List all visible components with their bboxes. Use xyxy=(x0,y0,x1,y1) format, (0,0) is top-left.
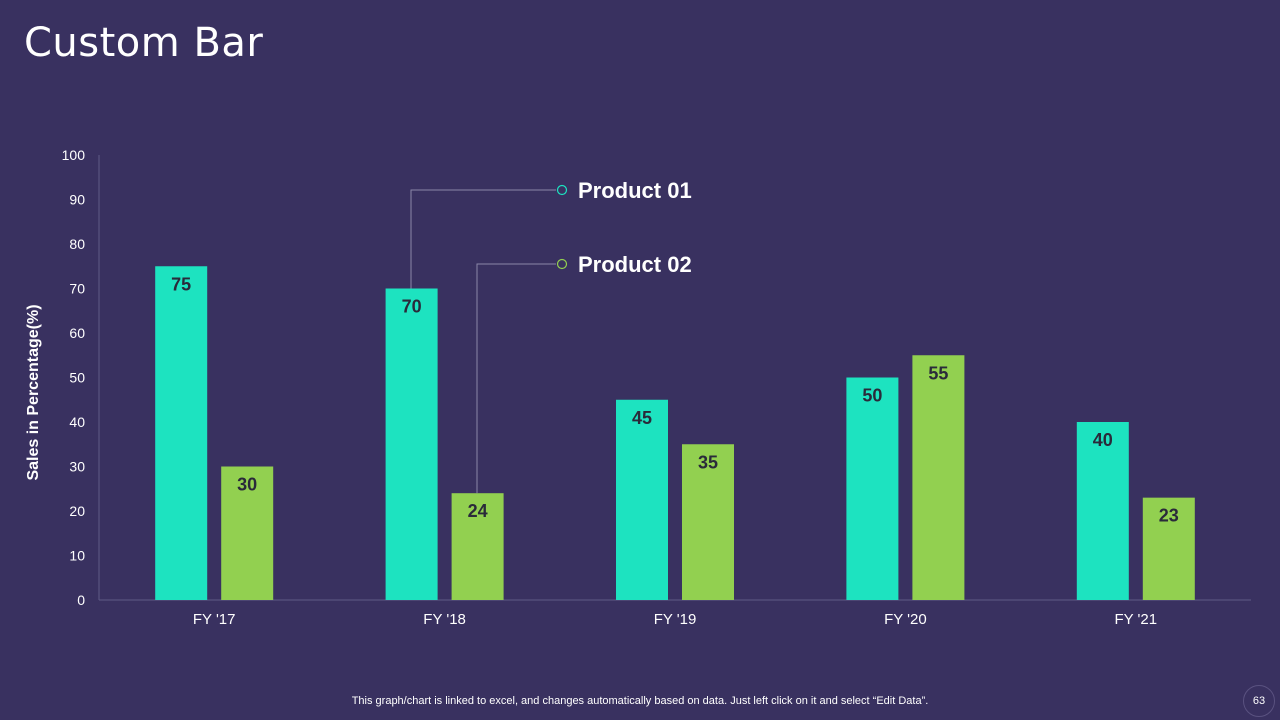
bar-value-label: 55 xyxy=(928,363,948,383)
bar-value-label: 24 xyxy=(468,501,488,521)
bar-product02 xyxy=(221,466,274,600)
footer-note: This graph/chart is linked to excel, and… xyxy=(351,695,929,707)
legend-leader-line xyxy=(410,189,556,289)
legend-marker xyxy=(556,258,568,270)
bar-product01 xyxy=(1076,422,1129,600)
slide-title: Custom Bar xyxy=(24,20,264,66)
x-tick-label: FY '18 xyxy=(423,611,466,628)
bar-value-label: 50 xyxy=(862,386,882,406)
y-tick-label: 40 xyxy=(69,414,85,430)
y-tick-label: 100 xyxy=(62,147,86,163)
legend-label: Product 01 xyxy=(578,178,692,203)
y-tick-label: 60 xyxy=(69,325,85,341)
legend-label: Product 02 xyxy=(578,252,692,277)
bar-value-label: 45 xyxy=(632,408,652,428)
y-tick-label: 70 xyxy=(69,281,85,297)
x-tick-label: FY '19 xyxy=(654,611,697,628)
bar-product02 xyxy=(1142,497,1195,600)
bar-product01 xyxy=(385,288,438,600)
page-number: 63 xyxy=(1243,685,1275,717)
y-tick-label: 90 xyxy=(69,192,85,208)
bar-value-label: 75 xyxy=(171,274,191,294)
bar-product01 xyxy=(155,266,208,600)
x-tick-label: FY '21 xyxy=(1114,611,1157,628)
bar-product02 xyxy=(451,493,504,600)
bar-value-label: 40 xyxy=(1093,430,1113,450)
bar-product02 xyxy=(912,355,965,600)
y-tick-label: 10 xyxy=(69,548,85,564)
bar-value-label: 30 xyxy=(237,475,257,495)
y-tick-label: 20 xyxy=(69,503,85,519)
y-tick-label: 30 xyxy=(69,459,85,475)
y-axis-title: Sales in Percentage(%) xyxy=(25,304,42,480)
bar-product01 xyxy=(616,399,668,600)
y-tick-label: 80 xyxy=(69,236,85,252)
legend-leader-line xyxy=(476,263,556,494)
y-tick-label: 0 xyxy=(77,592,85,608)
legend-marker xyxy=(556,184,568,196)
bar-product01 xyxy=(846,377,899,600)
y-tick-label: 50 xyxy=(69,370,85,386)
x-tick-label: FY '20 xyxy=(884,611,927,628)
bar-product02 xyxy=(682,444,734,600)
bar-value-label: 70 xyxy=(402,297,422,317)
x-tick-label: FY '17 xyxy=(193,611,236,628)
bar-value-label: 35 xyxy=(698,452,718,472)
bar-value-label: 23 xyxy=(1159,506,1179,526)
